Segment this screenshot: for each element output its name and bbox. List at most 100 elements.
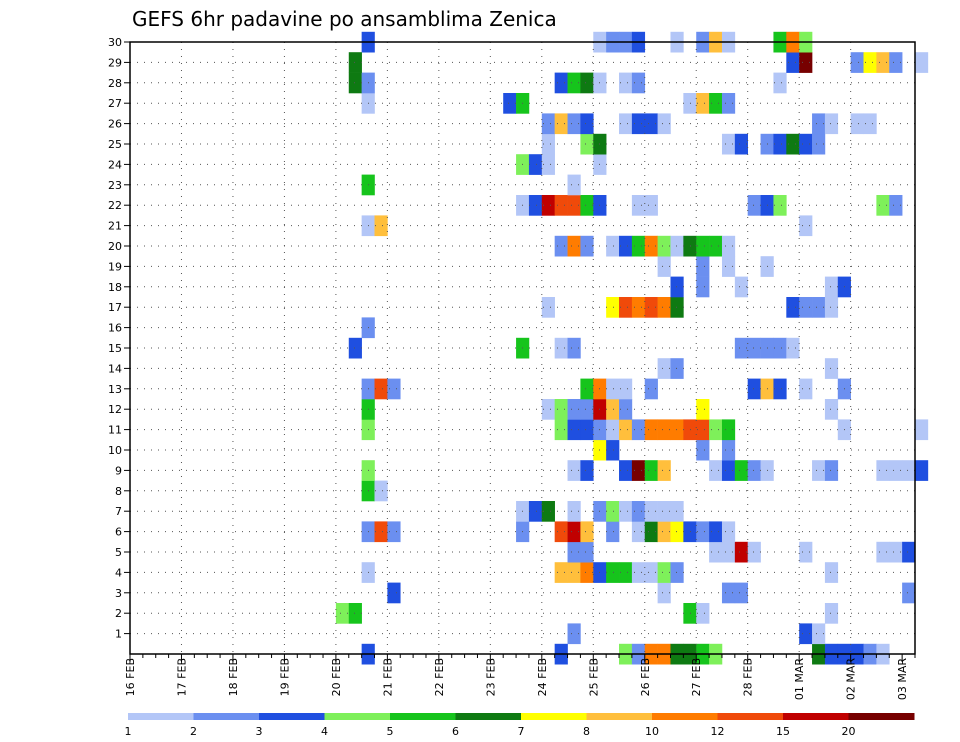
heatmap-cell bbox=[374, 521, 388, 543]
heatmap-cell bbox=[850, 113, 864, 135]
heatmap-cell bbox=[528, 195, 543, 216]
heatmap-cell bbox=[554, 337, 568, 359]
heatmap-cell bbox=[670, 419, 684, 441]
x-tick-label: 17 FEB bbox=[176, 658, 189, 696]
y-tick-label: 14 bbox=[108, 362, 122, 375]
heatmap-cell bbox=[580, 72, 594, 94]
y-tick-label: 21 bbox=[108, 220, 122, 233]
heatmap-cell bbox=[580, 521, 594, 543]
heatmap-cell bbox=[889, 541, 903, 563]
y-tick-label: 15 bbox=[108, 342, 122, 355]
heatmap-cell bbox=[631, 460, 646, 481]
color-legend: 1 2 3 4 5 6 7 8 10 12 15 20 bbox=[125, 713, 915, 738]
heatmap-cell bbox=[812, 113, 826, 135]
heatmap-cell bbox=[683, 521, 697, 543]
heatmap-cell bbox=[824, 113, 839, 135]
heatmap-cell bbox=[657, 358, 671, 379]
heatmap-cell bbox=[709, 541, 723, 563]
heatmap-cell bbox=[683, 603, 697, 624]
heatmap-cell bbox=[696, 256, 710, 277]
legend-label: 2 bbox=[190, 725, 197, 738]
heatmap-cell bbox=[670, 562, 684, 583]
heatmap-cell bbox=[915, 460, 929, 481]
heatmap-cell bbox=[915, 52, 929, 73]
heatmap-cell bbox=[554, 72, 568, 94]
heatmap-cell bbox=[876, 52, 890, 73]
heatmap-cell bbox=[670, 358, 684, 379]
heatmap-cell bbox=[619, 460, 633, 481]
heatmap-cell bbox=[657, 582, 671, 604]
heatmap-cell bbox=[631, 562, 646, 583]
heatmap-cell bbox=[657, 419, 671, 441]
heatmap-cell bbox=[644, 460, 658, 481]
heatmap-cell bbox=[786, 133, 800, 155]
heatmap-cell bbox=[554, 419, 568, 441]
legend-label: 8 bbox=[583, 725, 590, 738]
heatmap-cell bbox=[541, 297, 555, 318]
heatmap-cell bbox=[773, 72, 787, 94]
heatmap-cell bbox=[721, 439, 736, 461]
heatmap-cell bbox=[606, 419, 620, 441]
heatmap-cell bbox=[812, 297, 826, 318]
heatmap-cell bbox=[889, 195, 903, 216]
heatmap-cell bbox=[348, 52, 362, 73]
heatmap-cell bbox=[567, 399, 581, 420]
heatmap-cell bbox=[657, 460, 671, 481]
x-tick-label: 20 FEB bbox=[330, 658, 343, 696]
heatmap-cell bbox=[696, 439, 710, 461]
heatmap-cell bbox=[644, 419, 658, 441]
heatmap-cell bbox=[850, 52, 864, 73]
x-tick-label: 03 MAR bbox=[896, 658, 909, 701]
y-axis: 1234567891011121314151617181920212223242… bbox=[108, 36, 130, 641]
grid-lines bbox=[130, 41, 915, 654]
heatmap-cell bbox=[374, 215, 388, 237]
legend-swatch bbox=[128, 713, 194, 720]
heatmap-cell bbox=[644, 378, 658, 400]
heatmap-cell bbox=[580, 195, 594, 216]
x-tick-label: 16 FEB bbox=[124, 658, 137, 696]
heatmap-cell bbox=[619, 562, 633, 583]
heatmap-cell bbox=[541, 195, 555, 216]
heatmap-cell bbox=[619, 72, 633, 94]
y-tick-label: 28 bbox=[108, 77, 122, 90]
y-tick-label: 6 bbox=[115, 526, 122, 539]
heatmap-cell bbox=[348, 603, 362, 624]
heatmap-cell bbox=[721, 235, 736, 257]
y-tick-label: 2 bbox=[115, 607, 122, 620]
heatmap-cell bbox=[696, 276, 710, 298]
heatmap-cell bbox=[747, 378, 761, 400]
x-tick-label: 01 MAR bbox=[793, 658, 806, 701]
heatmap-cell bbox=[747, 541, 761, 563]
heatmap-cell bbox=[915, 419, 929, 441]
heatmap-cell bbox=[541, 501, 555, 522]
heatmap-cell bbox=[709, 460, 723, 481]
y-tick-label: 12 bbox=[108, 403, 122, 416]
heatmap-cell bbox=[709, 521, 723, 543]
heatmap-cell bbox=[657, 297, 671, 318]
heatmap-cell bbox=[567, 460, 581, 481]
y-tick-label: 26 bbox=[108, 118, 122, 131]
heatmap-cell bbox=[863, 113, 877, 135]
heatmap-cell bbox=[554, 113, 568, 135]
heatmap-cell bbox=[541, 399, 555, 420]
heatmap-cell bbox=[619, 235, 633, 257]
heatmap-cell bbox=[824, 276, 839, 298]
heatmap-cell bbox=[696, 521, 710, 543]
heatmap-cell bbox=[696, 419, 710, 441]
heatmap-cell bbox=[567, 501, 581, 522]
heatmap-cell bbox=[631, 72, 646, 94]
y-tick-label: 3 bbox=[115, 587, 122, 600]
heatmap-cell bbox=[786, 297, 800, 318]
legend-label: 15 bbox=[776, 725, 790, 738]
heatmap-cell bbox=[734, 460, 749, 481]
heatmap-cell bbox=[721, 256, 736, 277]
legend-label: 10 bbox=[645, 725, 659, 738]
heatmap-cell bbox=[824, 603, 839, 624]
legend-label: 1 bbox=[125, 725, 132, 738]
y-tick-label: 23 bbox=[108, 179, 122, 192]
heatmap-cell bbox=[734, 541, 749, 563]
heatmap-cell bbox=[863, 52, 877, 73]
legend-swatch bbox=[848, 713, 915, 720]
heatmap-cell bbox=[670, 276, 684, 298]
heatmap-cell bbox=[619, 378, 633, 400]
